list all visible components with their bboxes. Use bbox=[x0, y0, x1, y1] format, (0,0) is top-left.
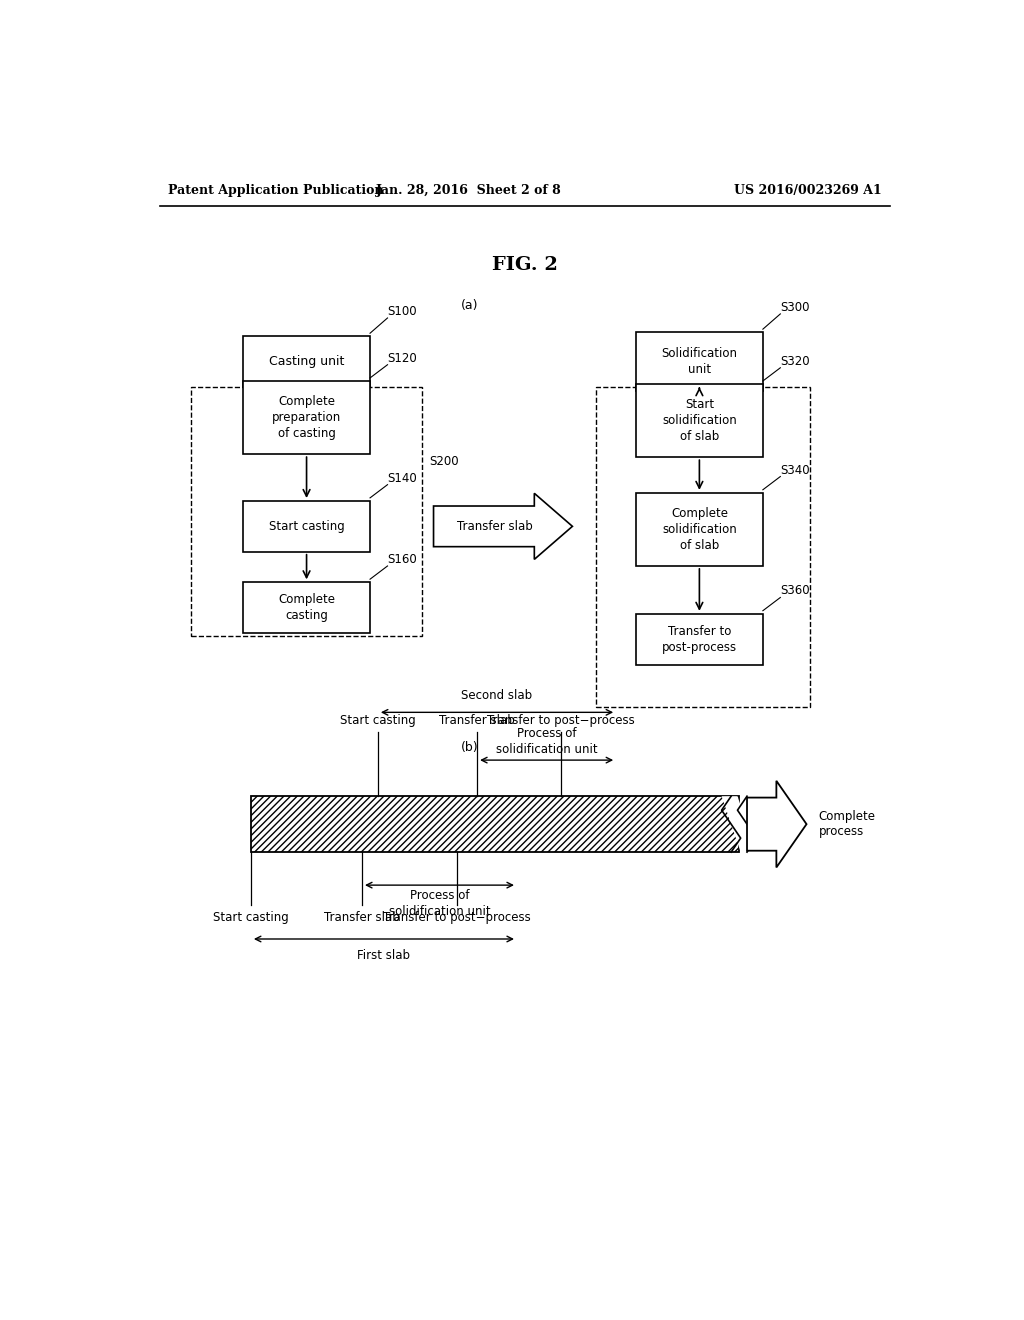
Text: Complete
solidification
of slab: Complete solidification of slab bbox=[663, 507, 736, 552]
Text: Transfer to post−process: Transfer to post−process bbox=[486, 714, 635, 726]
Text: Transfer slab: Transfer slab bbox=[457, 520, 532, 533]
Text: Start casting: Start casting bbox=[340, 714, 416, 726]
Bar bbox=[636, 333, 763, 391]
Bar bbox=[251, 796, 739, 853]
Bar bbox=[636, 384, 763, 457]
Text: Start casting: Start casting bbox=[213, 911, 289, 924]
Text: S360: S360 bbox=[780, 585, 810, 598]
Text: First slab: First slab bbox=[357, 949, 411, 962]
Text: S120: S120 bbox=[387, 351, 417, 364]
Text: Jan. 28, 2016  Sheet 2 of 8: Jan. 28, 2016 Sheet 2 of 8 bbox=[377, 185, 562, 198]
Text: Transfer to post−process: Transfer to post−process bbox=[383, 911, 531, 924]
FancyArrow shape bbox=[748, 781, 807, 867]
Text: S320: S320 bbox=[780, 355, 810, 368]
Text: FIG. 2: FIG. 2 bbox=[492, 256, 558, 275]
Text: (a): (a) bbox=[461, 300, 478, 313]
Text: Patent Application Publication: Patent Application Publication bbox=[168, 185, 383, 198]
Text: Second slab: Second slab bbox=[462, 689, 532, 702]
Bar bbox=[596, 387, 811, 708]
Text: Complete
process: Complete process bbox=[818, 810, 876, 838]
Text: Transfer slab: Transfer slab bbox=[439, 714, 515, 726]
Text: US 2016/0023269 A1: US 2016/0023269 A1 bbox=[734, 185, 882, 198]
Bar bbox=[243, 500, 370, 552]
Text: S160: S160 bbox=[387, 553, 417, 566]
Text: S140: S140 bbox=[387, 471, 417, 484]
Text: Start casting: Start casting bbox=[268, 520, 344, 533]
Text: Transfer slab: Transfer slab bbox=[325, 911, 400, 924]
Text: S100: S100 bbox=[387, 305, 417, 318]
Bar bbox=[251, 796, 739, 853]
Text: Process of
solidification unit: Process of solidification unit bbox=[389, 890, 490, 919]
Text: Solidification
unit: Solidification unit bbox=[662, 347, 737, 376]
Bar bbox=[636, 492, 763, 566]
Text: Complete
casting: Complete casting bbox=[279, 593, 335, 622]
Text: Casting unit: Casting unit bbox=[269, 355, 344, 368]
Text: S340: S340 bbox=[780, 463, 810, 477]
Text: Transfer to
post-process: Transfer to post-process bbox=[662, 624, 737, 653]
Bar bbox=[243, 582, 370, 634]
Bar bbox=[243, 381, 370, 454]
Polygon shape bbox=[722, 796, 757, 853]
Text: S300: S300 bbox=[780, 301, 810, 314]
Bar bbox=[636, 614, 763, 664]
Text: Process of
solidification unit: Process of solidification unit bbox=[496, 727, 597, 756]
FancyArrow shape bbox=[433, 494, 572, 560]
Bar bbox=[243, 337, 370, 387]
Text: Start
solidification
of slab: Start solidification of slab bbox=[663, 399, 736, 444]
Bar bbox=[191, 387, 422, 636]
Text: Complete
preparation
of casting: Complete preparation of casting bbox=[272, 395, 341, 440]
Text: (b): (b) bbox=[461, 742, 478, 755]
Text: S200: S200 bbox=[430, 455, 459, 467]
